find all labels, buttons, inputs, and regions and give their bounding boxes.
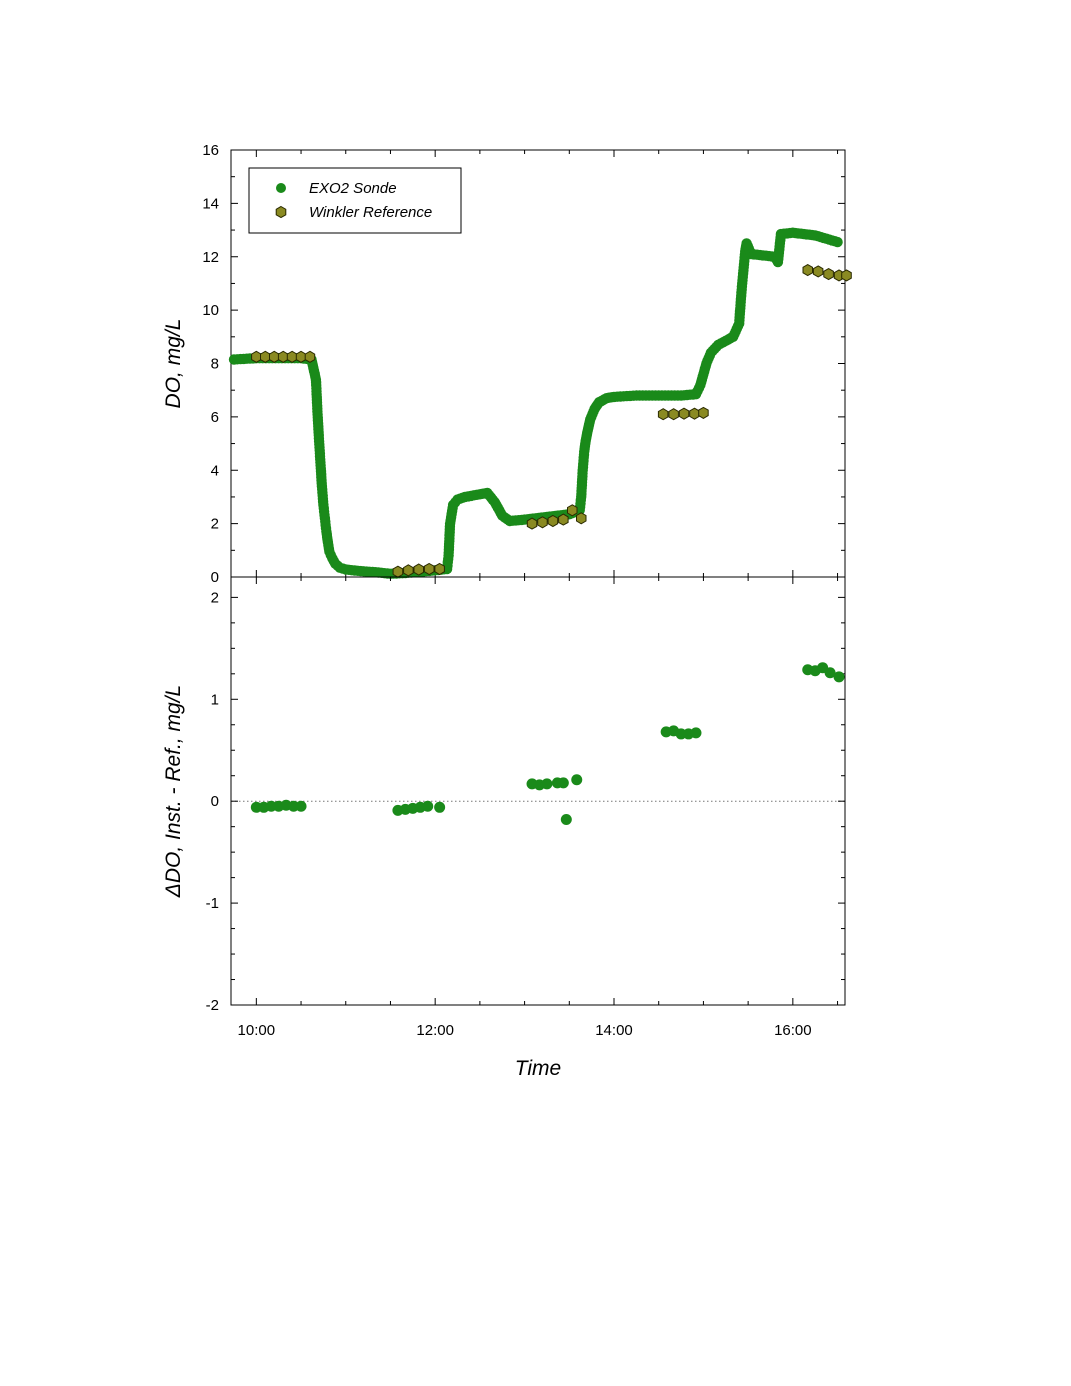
do-y-tick-label: 16 <box>202 142 219 159</box>
delta-point <box>824 667 836 679</box>
x-tick-label: 12:00 <box>416 1022 454 1039</box>
winkler-point <box>668 408 679 421</box>
do-y-tick-label: 0 <box>211 569 219 586</box>
do-y-tick-label: 2 <box>211 516 219 533</box>
sonde-point <box>832 236 843 248</box>
legend: EXO2 Sonde Winkler Reference <box>248 167 462 234</box>
do-panel: 0 2 4 6 8 10 12 14 16 DO, mg/L EXO2 Sonde Winkle… <box>162 142 852 586</box>
winkler-point <box>678 407 690 420</box>
delta-y-tick-label: -1 <box>206 895 219 912</box>
delta-point <box>571 774 583 786</box>
do-y-tick-label: 14 <box>202 195 219 212</box>
delta-point <box>690 727 702 739</box>
do-y-tick-label: 4 <box>211 462 219 479</box>
winkler-point <box>547 514 559 528</box>
winkler-point <box>537 516 548 529</box>
delta-y-tick-label: 0 <box>211 793 219 810</box>
winkler-point <box>841 269 852 282</box>
do-y-tick-label: 10 <box>202 302 219 319</box>
delta-x-ticks: 10:00 12:00 14:00 16:00 <box>238 577 839 1039</box>
winkler-point <box>392 565 404 578</box>
legend-marker-winkler <box>275 205 287 219</box>
delta-point <box>541 778 553 790</box>
winkler-point <box>304 350 316 363</box>
legend-label-winkler: Winkler Reference <box>309 204 432 221</box>
winkler-point <box>812 265 824 278</box>
do-plot-marks <box>228 227 852 579</box>
winkler-point <box>526 517 538 530</box>
winkler-point <box>689 407 700 420</box>
winkler-point <box>567 504 578 517</box>
x-tick-label: 10:00 <box>238 1022 276 1039</box>
do-y-axis-label: DO, mg/L <box>162 319 185 409</box>
winkler-point <box>434 562 445 576</box>
delta-point <box>434 801 446 813</box>
winkler-point <box>698 406 709 419</box>
do-y-tick-label: 12 <box>202 249 219 266</box>
delta-y-axis-label: ΔDO, Inst. - Ref., mg/L <box>162 685 185 898</box>
winkler-point <box>558 513 569 526</box>
winkler-point <box>802 264 813 277</box>
do-y-ticks: 0 2 4 6 8 10 12 14 16 <box>202 142 845 586</box>
winkler-point <box>286 350 298 363</box>
delta-point <box>833 671 845 683</box>
winkler-point <box>277 350 289 363</box>
delta-plot-marks <box>250 662 845 826</box>
x-tick-label: 16:00 <box>774 1022 812 1039</box>
winkler-point <box>423 562 435 576</box>
delta-point <box>557 777 569 789</box>
legend-label-sonde: EXO2 Sonde <box>309 180 397 197</box>
winkler-point <box>576 512 587 525</box>
do-y-tick-label: 8 <box>211 356 219 373</box>
legend-box <box>248 167 462 234</box>
winkler-point <box>413 563 424 576</box>
delta-y-ticks: -2 -1 0 1 2 <box>206 589 845 1014</box>
delta-y-tick-label: 1 <box>211 691 219 708</box>
delta-y-tick-label: -2 <box>206 997 219 1014</box>
x-tick-label: 14:00 <box>595 1022 633 1039</box>
winkler-point <box>295 350 307 363</box>
winkler-point <box>260 350 271 363</box>
delta-point <box>422 800 434 812</box>
do-y-tick-label: 6 <box>211 409 219 426</box>
delta-point <box>295 800 307 812</box>
legend-marker-sonde <box>276 183 286 193</box>
winkler-point <box>823 268 834 281</box>
x-axis-label: Time <box>515 1057 561 1080</box>
winkler-point <box>657 408 669 421</box>
delta-plot-frame <box>230 576 846 1006</box>
delta-point <box>560 814 572 826</box>
winkler-point <box>251 350 262 363</box>
delta-do-panel: -2 -1 0 1 2 10:00 12:00 14:00 16:00 ΔDO, Inst. … <box>162 576 846 1080</box>
delta-y-tick-label: 2 <box>211 589 219 606</box>
winkler-point <box>403 564 414 577</box>
winkler-point <box>269 350 280 363</box>
